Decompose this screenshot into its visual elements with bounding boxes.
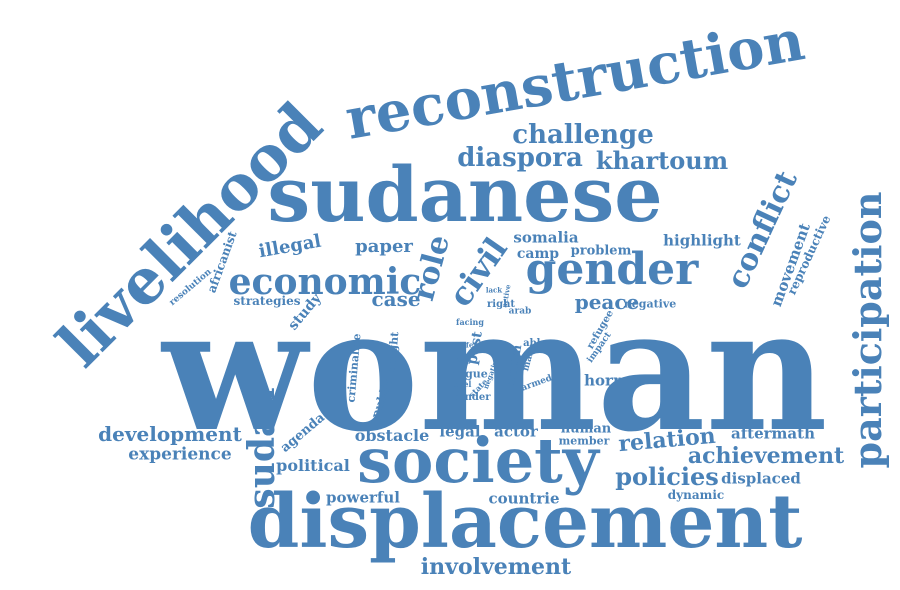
word-life: life (460, 340, 474, 350)
word-involvement: involvement (420, 554, 572, 580)
word-sudanese: sudanese (267, 150, 663, 239)
word-able: able (523, 338, 547, 349)
word-right: right (487, 299, 515, 310)
word-powerful: powerful (326, 488, 400, 507)
word-diaspora: diaspora (457, 143, 583, 173)
word-society: society (357, 424, 599, 497)
word-peace: peace (574, 290, 640, 314)
word-woman: woman (162, 271, 828, 469)
word-lack: lack (485, 285, 503, 295)
word-caught: caught (384, 331, 402, 375)
word-displaced: displaced (721, 469, 801, 488)
word-facing: facing (456, 317, 484, 327)
word-displacement: displacement (247, 479, 803, 565)
word-dynamic: dynamic (667, 488, 725, 502)
word-achievement: achievement (687, 443, 845, 469)
word-experience: experience (128, 444, 232, 465)
word-highlight: highlight (663, 231, 741, 250)
word-negative: negative (623, 297, 677, 311)
word-political: political (276, 456, 350, 475)
word-human: human (560, 421, 612, 437)
word-countrie: countrie (488, 489, 560, 508)
word-policies: policies (615, 462, 719, 491)
word-aftermath: aftermath (731, 424, 815, 443)
word-legal: legal (439, 422, 481, 441)
word-strategies: strategies (233, 294, 301, 308)
word-member: member (558, 434, 610, 448)
word-participation: participation (845, 191, 890, 469)
word-argue: argue (452, 367, 488, 381)
word-camp: camp (516, 246, 560, 262)
word-khartoum: khartoum (595, 146, 729, 175)
word-problem: problem (570, 243, 632, 259)
word-case: case (371, 287, 421, 311)
word-actor: actor (494, 422, 538, 441)
word-obstacle: obstacle (354, 426, 430, 445)
word-arab: arab (508, 306, 532, 317)
word-face: face (454, 356, 472, 366)
word-gender: gender (525, 244, 699, 295)
word-development: development (98, 422, 242, 446)
word-hinder: hinder (453, 392, 491, 403)
word-sudan: sudan (241, 387, 283, 509)
word-somalia: somalia (513, 228, 579, 247)
word-paper: paper (355, 236, 413, 257)
word-level: level (450, 379, 472, 389)
word-challenge: challenge (512, 120, 654, 150)
word-economic: economic (228, 261, 422, 303)
word-horn: horn (584, 371, 624, 390)
